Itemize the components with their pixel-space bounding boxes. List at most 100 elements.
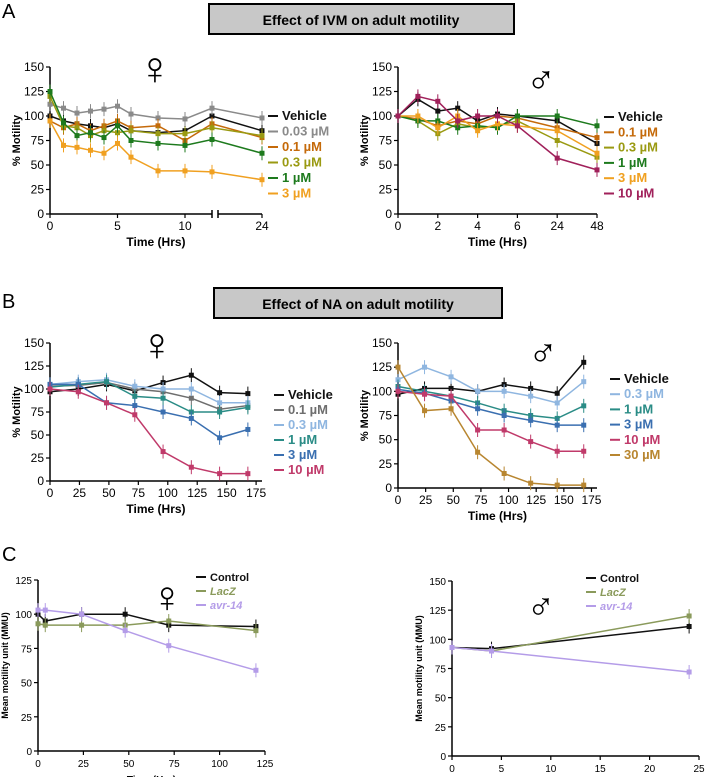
a-female-data-point — [155, 115, 161, 121]
c-female-data-point — [79, 622, 85, 628]
b-female-data-point — [245, 471, 251, 477]
a-female-data-point — [182, 131, 188, 137]
a-male-data-point — [594, 167, 600, 173]
a-female-data-point — [128, 154, 134, 160]
c-female-data-point — [166, 643, 172, 649]
a-male-x-tick-label: 2 — [434, 219, 441, 233]
a-male-data-point — [495, 121, 500, 127]
b-male-series-line-5 — [397, 366, 584, 486]
a-male-y-tick-label: 125 — [372, 85, 392, 99]
b-female-series-line-1 — [49, 381, 248, 411]
a-female-data-point — [115, 123, 120, 129]
a-female-data-point — [128, 111, 134, 117]
a-female-legend-label-2: 0.1 µM — [282, 139, 322, 154]
b-female-legend-label-2: 0.3 µM — [288, 417, 328, 432]
b-male-data-point — [422, 391, 428, 397]
a-male-y-tick-label: 50 — [379, 158, 393, 172]
c-female-data-point — [35, 621, 41, 627]
b-male-x-tick-label: 175 — [581, 493, 601, 507]
a-female-y-tick-label: 50 — [31, 158, 45, 172]
a-male-data-point — [435, 98, 441, 104]
c-female-legend-label-0: Control — [210, 572, 249, 584]
b-male-data-point — [581, 422, 587, 428]
b-male-data-point — [501, 427, 507, 433]
a-male-data-point — [514, 113, 520, 119]
b-male-y-tick-label: 100 — [372, 384, 392, 398]
b-female-x-tick-label: 150 — [217, 486, 237, 500]
b-female-y-tick-label: 50 — [31, 428, 45, 442]
banner-a-box — [208, 3, 515, 35]
a-female-data-point — [209, 113, 215, 119]
b-female-y-tick-label: 0 — [37, 474, 44, 488]
b-male-legend-label-2: 1 µM — [624, 401, 653, 416]
b-male-data-point — [581, 482, 587, 488]
c-male-y-tick-label: 125 — [429, 606, 446, 617]
a-female-data-point — [209, 105, 215, 111]
b-male-x-tick-label: 0 — [395, 493, 402, 507]
a-male-data-point — [554, 155, 560, 161]
b-male-data-point — [422, 408, 428, 414]
a-male-data-point — [594, 135, 600, 141]
a-female-data-point — [88, 108, 93, 114]
a-male-data-point — [395, 113, 401, 119]
b-female-data-point — [160, 409, 166, 415]
b-female-data-point — [188, 386, 194, 392]
a-male-data-point — [435, 125, 441, 131]
b-male-data-point — [554, 400, 560, 406]
b-male-data-point — [581, 403, 587, 409]
a-female-data-point — [74, 110, 80, 116]
b-female-series-line-2 — [49, 379, 248, 404]
b-male-data-point — [475, 388, 481, 394]
c-male-x-tick-label: 5 — [499, 764, 505, 775]
a-female-data-point — [61, 120, 66, 126]
c-female-x-tick-label: 50 — [123, 759, 135, 770]
b-female-data-point — [104, 400, 110, 406]
b-male-legend-label-1: 0.3 µM — [624, 386, 664, 401]
b-female-data-point — [217, 471, 223, 477]
b-male-data-point — [581, 359, 587, 365]
b-male-data-point — [528, 393, 534, 399]
c-female-data-point — [79, 611, 85, 617]
c-male-y-tick-label: 50 — [435, 694, 447, 705]
c-male-data-point — [686, 669, 692, 675]
b-male-data-point — [581, 448, 587, 454]
c-male-data-point — [686, 624, 692, 629]
c-male-x-tick-label: 0 — [449, 764, 455, 775]
c-female-data-point — [253, 628, 259, 634]
b-female-data-point — [132, 403, 138, 409]
a-male-legend-label-0: Vehicle — [618, 109, 663, 124]
a-male-legend-label-1: 0.1 µM — [618, 124, 658, 139]
b-male-x-tick-label: 125 — [526, 493, 546, 507]
b-female-data-point — [217, 409, 223, 415]
a-male-data-point — [514, 123, 520, 129]
a-female-data-point — [115, 140, 120, 146]
panel-letter-c: C — [2, 544, 16, 566]
female-symbol-b: ♀ — [140, 318, 175, 370]
b-male-data-point — [448, 374, 454, 380]
b-male-series-line-1 — [397, 366, 585, 404]
a-female-data-point — [74, 133, 80, 139]
b-male-data-point — [475, 449, 481, 455]
a-female-x-tick-label: 5 — [114, 219, 121, 233]
a-male-data-point — [415, 113, 421, 119]
a-male-data-point — [495, 113, 500, 119]
b-female-data-point — [160, 395, 166, 401]
a-female-legend-label-3: 0.3 µM — [282, 155, 322, 170]
b-female-x-tick-label: 50 — [102, 486, 116, 500]
b-male-y-axis-title: % Motility — [359, 389, 371, 441]
b-female-data-point — [75, 381, 81, 387]
b-male-data-point — [475, 406, 481, 412]
a-female-y-tick-label: 150 — [24, 60, 44, 74]
a-female-data-point — [182, 116, 188, 122]
male-symbol-a: ♂ — [526, 57, 556, 101]
a-male-data-point — [415, 93, 421, 99]
b-female-x-tick-label: 100 — [158, 486, 178, 500]
a-female-y-tick-label: 100 — [24, 109, 44, 123]
c-female-y-tick-label: 0 — [26, 747, 32, 758]
a-female-y-tick-label: 75 — [31, 134, 45, 148]
c-female-x-tick-label: 125 — [257, 759, 274, 770]
c-female-y-tick-label: 125 — [15, 576, 32, 587]
c-male-x-tick-label: 15 — [595, 764, 607, 775]
a-female-data-point — [47, 101, 53, 107]
b-female-data-point — [188, 372, 194, 378]
